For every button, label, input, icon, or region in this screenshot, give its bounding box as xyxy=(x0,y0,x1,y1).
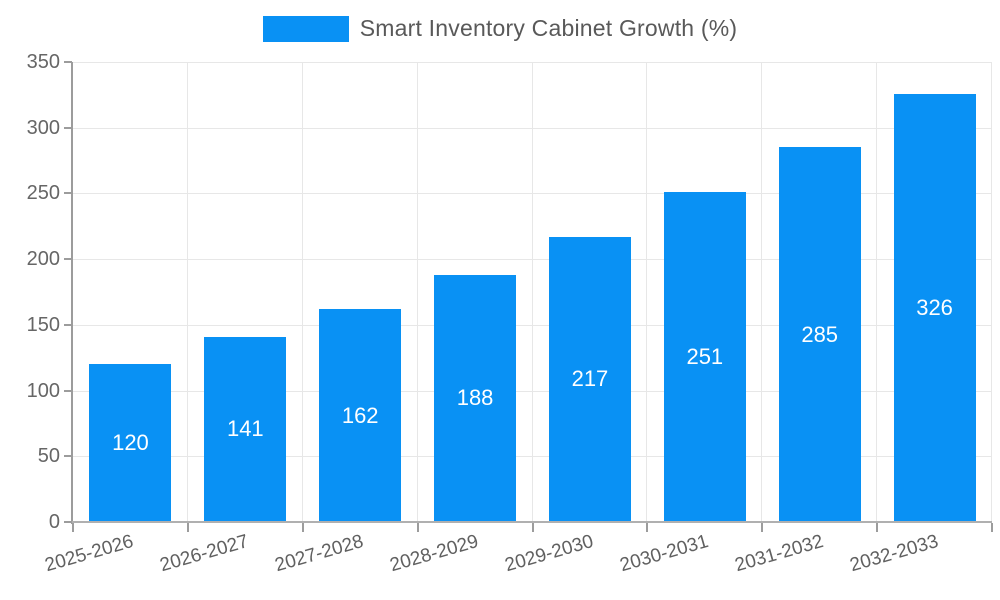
bar-2026-2027[interactable]: 141 xyxy=(204,336,287,522)
y-axis-line xyxy=(71,62,73,524)
gridline-horizontal xyxy=(73,259,992,261)
x-axis-tick xyxy=(531,523,534,532)
bar-value-label: 141 xyxy=(226,416,264,442)
gridline-vertical xyxy=(646,62,648,522)
x-axis-tick xyxy=(876,523,879,532)
bar-value-label: 217 xyxy=(571,366,609,392)
gridline-horizontal xyxy=(73,456,992,458)
x-axis-tick-label: 2032-2033 xyxy=(847,531,941,577)
y-axis-tick xyxy=(64,389,72,392)
bar-value-label: 251 xyxy=(686,344,724,370)
y-axis-tick-label: 100 xyxy=(26,379,60,402)
x-axis-tick xyxy=(416,523,419,532)
x-axis-tick xyxy=(991,523,993,532)
x-axis-tick-label: 2025-2026 xyxy=(43,531,137,577)
x-axis-tick xyxy=(646,523,649,532)
plot-area: 120 141 162 188 217 251 285 326 xyxy=(73,62,992,522)
bar-value-label: 326 xyxy=(916,294,953,320)
x-axis-tick xyxy=(301,523,304,532)
x-axis-tick-label: 2028-2029 xyxy=(387,531,481,577)
bar-value-label: 162 xyxy=(341,402,379,428)
gridline-horizontal xyxy=(73,390,992,392)
y-axis-tick-label: 50 xyxy=(37,445,60,468)
bar-2031-2032[interactable]: 285 xyxy=(778,147,861,522)
x-axis-tick xyxy=(72,523,74,532)
bar-value-label: 120 xyxy=(112,430,149,456)
y-axis-tick xyxy=(64,455,72,458)
gridline-vertical xyxy=(186,62,188,522)
gridline-horizontal xyxy=(73,62,992,63)
y-axis-tick xyxy=(64,323,72,326)
legend-swatch xyxy=(262,15,349,42)
gridline-vertical xyxy=(416,62,418,522)
x-axis-tick-label: 2030-2031 xyxy=(617,531,711,577)
y-axis-tick xyxy=(64,192,72,195)
x-axis-line xyxy=(65,521,992,523)
y-axis-tick xyxy=(64,126,72,129)
y-axis-tick-label: 200 xyxy=(26,248,60,271)
gridline-horizontal xyxy=(73,324,992,326)
gridline-vertical xyxy=(301,62,303,522)
chart-legend[interactable]: Smart Inventory Cabinet Growth (%) xyxy=(0,15,1000,42)
y-axis-tick-label: 150 xyxy=(26,313,60,336)
bar-value-label: 188 xyxy=(456,385,494,411)
y-axis-tick xyxy=(64,521,72,523)
y-axis-tick-label: 250 xyxy=(26,182,60,205)
legend-label: Smart Inventory Cabinet Growth (%) xyxy=(359,15,738,41)
bar-2028-2029[interactable]: 188 xyxy=(434,274,517,522)
bar-2030-2031[interactable]: 251 xyxy=(663,192,746,522)
gridline-vertical xyxy=(531,62,533,522)
y-axis-tick-label: 300 xyxy=(26,116,60,139)
x-axis-tick-label: 2026-2027 xyxy=(157,531,252,577)
bar-2027-2028[interactable]: 162 xyxy=(319,309,402,522)
x-axis-tick xyxy=(761,523,764,532)
x-axis-tick xyxy=(186,523,189,532)
bar-2032-2033[interactable]: 326 xyxy=(893,93,976,522)
y-axis-tick xyxy=(64,258,72,261)
bar-2025-2026[interactable]: 120 xyxy=(89,364,172,522)
gridline-horizontal xyxy=(73,127,992,129)
gridline-vertical xyxy=(876,62,878,522)
x-axis-tick-label: 2031-2032 xyxy=(732,531,826,577)
x-axis-tick-label: 2029-2030 xyxy=(502,531,596,577)
bar-2029-2030[interactable]: 217 xyxy=(548,236,631,522)
bar-value-label: 285 xyxy=(801,321,839,347)
gridline-vertical xyxy=(761,62,763,522)
gridline-vertical xyxy=(991,62,992,522)
y-axis-tick-label: 0 xyxy=(48,511,60,533)
x-axis-tick-label: 2027-2028 xyxy=(272,531,366,577)
y-axis-tick-label: 350 xyxy=(26,51,60,73)
gridline-horizontal xyxy=(73,193,992,195)
y-axis-tick xyxy=(64,61,72,63)
